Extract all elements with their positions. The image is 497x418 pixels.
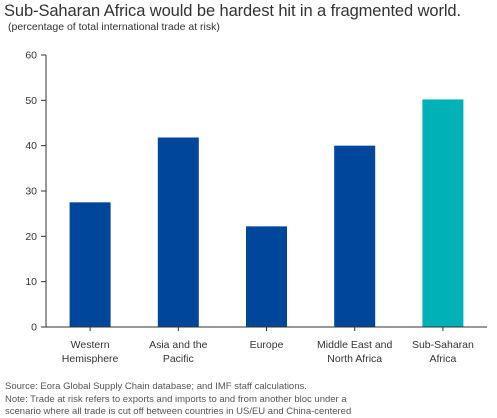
bars [69,99,464,327]
chart-subtitle: (percentage of total international trade… [8,21,220,33]
x-tick-label: Europe [250,339,284,351]
bar [69,202,111,327]
x-axis: Western Hemisphere Asia and the Pacific Euro… [46,326,487,365]
chart-title: Sub-Saharan Africa would be hardest hit … [4,2,461,20]
bar [246,226,287,327]
bar [334,145,376,327]
y-tick-label: 20 [25,231,37,243]
y-tick-label: 10 [25,276,37,288]
y-tick-label: 0 [31,322,37,334]
note-line-1: Note: Trade at risk refers to exports an… [5,394,347,405]
bar [422,99,464,327]
y-tick-label: 30 [25,186,37,198]
bar-chart: 0 10 20 30 40 50 60 Western Hemisphere Asia and … [25,50,487,365]
y-tick-label: 40 [25,140,37,152]
note-line-2: scenario where all trade is cut off betw… [5,406,352,417]
x-tick-label: Western Hemisphere [62,339,119,365]
y-axis: 0 10 20 30 40 50 60 [25,50,47,334]
y-tick-label: 50 [25,95,37,107]
x-tick-label: Asia and the Pacific [149,339,208,365]
x-tick-label: Sub-Saharan Africa [412,339,474,365]
y-tick-label: 60 [25,50,37,62]
bar [157,137,199,327]
x-tick-label: Middle East and North Africa [317,339,392,365]
source-note: Source: Eora Global Supply Chain databas… [5,381,307,392]
